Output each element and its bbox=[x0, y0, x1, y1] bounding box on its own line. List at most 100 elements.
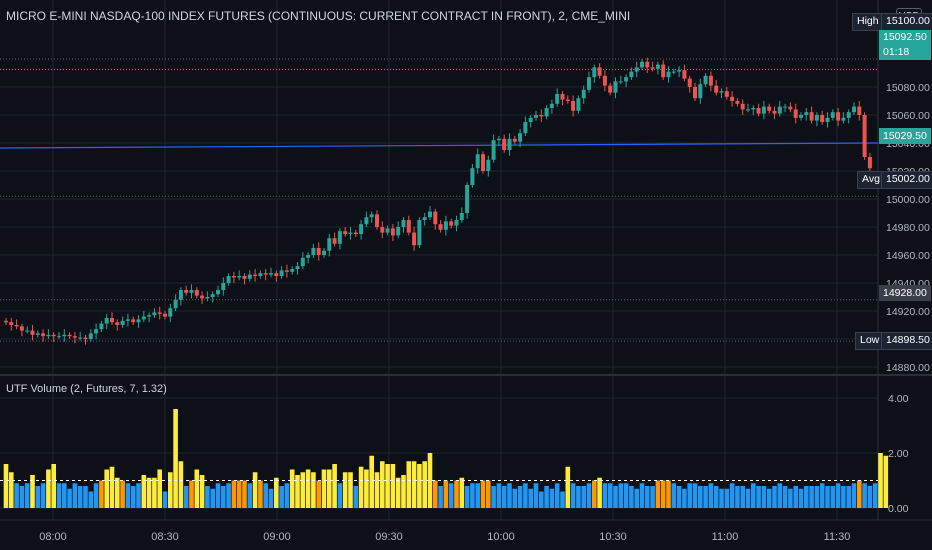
volume-bar bbox=[226, 483, 231, 508]
candle-body bbox=[274, 273, 279, 276]
candle-body bbox=[136, 319, 141, 323]
candle-body bbox=[417, 220, 422, 246]
candle-body bbox=[115, 322, 120, 325]
candle-body bbox=[57, 336, 61, 338]
volume-bar bbox=[851, 483, 857, 508]
volume-bar bbox=[130, 486, 136, 508]
volume-bar bbox=[560, 491, 565, 508]
volume-bar bbox=[655, 480, 661, 508]
candle-body bbox=[253, 274, 258, 276]
candle-body bbox=[534, 115, 538, 118]
volume-bar bbox=[491, 486, 496, 508]
volume-bar bbox=[104, 469, 109, 508]
candle-body bbox=[88, 333, 93, 339]
volume-bar bbox=[523, 483, 528, 508]
volume-bar bbox=[740, 486, 745, 508]
volume-bar bbox=[480, 480, 486, 508]
candle-body bbox=[258, 273, 263, 276]
volume-bar bbox=[454, 480, 459, 508]
volume-bar bbox=[258, 480, 263, 508]
candle-body bbox=[618, 81, 623, 83]
candle-body bbox=[242, 276, 247, 279]
level-tag: 14928.00 bbox=[879, 285, 931, 301]
average-line bbox=[0, 142, 879, 149]
volume-bar bbox=[173, 409, 178, 508]
candle-body bbox=[157, 312, 162, 314]
volume-bar bbox=[252, 472, 258, 508]
volume-bar bbox=[878, 453, 883, 508]
candle-body bbox=[772, 110, 777, 114]
volume-bar bbox=[576, 486, 581, 508]
candle-body bbox=[131, 319, 136, 323]
volume-bar bbox=[708, 483, 714, 508]
time-tick-label: 09:00 bbox=[263, 531, 291, 543]
volume-bar bbox=[205, 486, 210, 508]
volume-bar bbox=[618, 483, 624, 508]
candle-body bbox=[592, 67, 597, 78]
candle-body bbox=[443, 221, 448, 230]
candle-body bbox=[269, 273, 273, 275]
volume-bar bbox=[183, 486, 189, 508]
candle-body bbox=[168, 308, 173, 317]
candle-body bbox=[608, 85, 613, 93]
candle-body bbox=[783, 106, 788, 108]
candle-body bbox=[862, 115, 867, 157]
candle-body bbox=[491, 140, 496, 160]
candle-body bbox=[178, 290, 183, 300]
volume-bar bbox=[24, 483, 30, 508]
volume-bar bbox=[443, 480, 449, 508]
volume-bar bbox=[422, 461, 427, 508]
candle-body bbox=[677, 70, 682, 72]
candle-body bbox=[576, 98, 581, 111]
candle-body bbox=[518, 133, 523, 142]
candle-body bbox=[51, 334, 56, 337]
volume-bar bbox=[199, 475, 205, 508]
volume-bar bbox=[660, 480, 666, 508]
candle-body bbox=[703, 75, 708, 85]
candle-body bbox=[714, 85, 719, 93]
volume-bar bbox=[321, 469, 327, 508]
volume-bar bbox=[125, 483, 131, 508]
candle-body bbox=[724, 91, 729, 97]
candle-body bbox=[836, 112, 841, 121]
volume-bar bbox=[263, 483, 268, 508]
candle-body bbox=[353, 232, 358, 234]
avg-value-tag: 15002.00 bbox=[881, 171, 932, 189]
candle-body bbox=[369, 214, 374, 218]
candle-body bbox=[110, 318, 114, 323]
volume-bar bbox=[867, 486, 873, 508]
volume-bar bbox=[613, 486, 618, 508]
candle-body bbox=[247, 274, 252, 279]
candle-body bbox=[613, 81, 618, 93]
volume-bar bbox=[539, 491, 544, 508]
candle-body bbox=[62, 334, 67, 337]
candle-body bbox=[581, 89, 586, 99]
price-tick-label: 14980.00 bbox=[886, 222, 930, 234]
volume-bar bbox=[30, 475, 35, 508]
volume-bar bbox=[819, 483, 825, 508]
candle-body bbox=[645, 61, 650, 68]
time-tick-label: 10:30 bbox=[599, 531, 627, 543]
candle-body bbox=[295, 266, 300, 269]
volume-bar bbox=[772, 486, 777, 508]
volume-bar bbox=[395, 477, 401, 508]
candle-body bbox=[359, 224, 364, 234]
candle-body bbox=[184, 290, 189, 293]
time-tick-label: 10:00 bbox=[487, 531, 515, 543]
candle-body bbox=[205, 297, 210, 299]
volume-bar bbox=[735, 486, 740, 508]
volume-bar bbox=[841, 486, 846, 508]
candle-body bbox=[4, 320, 8, 323]
candle-body bbox=[390, 228, 395, 236]
candle-body bbox=[433, 211, 438, 225]
low-label-tag: Low bbox=[855, 332, 885, 350]
volume-bar bbox=[327, 469, 332, 508]
candle-body bbox=[322, 250, 326, 255]
candle-body bbox=[99, 323, 104, 330]
candle-body bbox=[216, 290, 220, 295]
volume-bar bbox=[650, 486, 655, 508]
volume-bar bbox=[374, 472, 380, 508]
candle-body bbox=[655, 64, 660, 69]
candle-body bbox=[35, 333, 40, 335]
